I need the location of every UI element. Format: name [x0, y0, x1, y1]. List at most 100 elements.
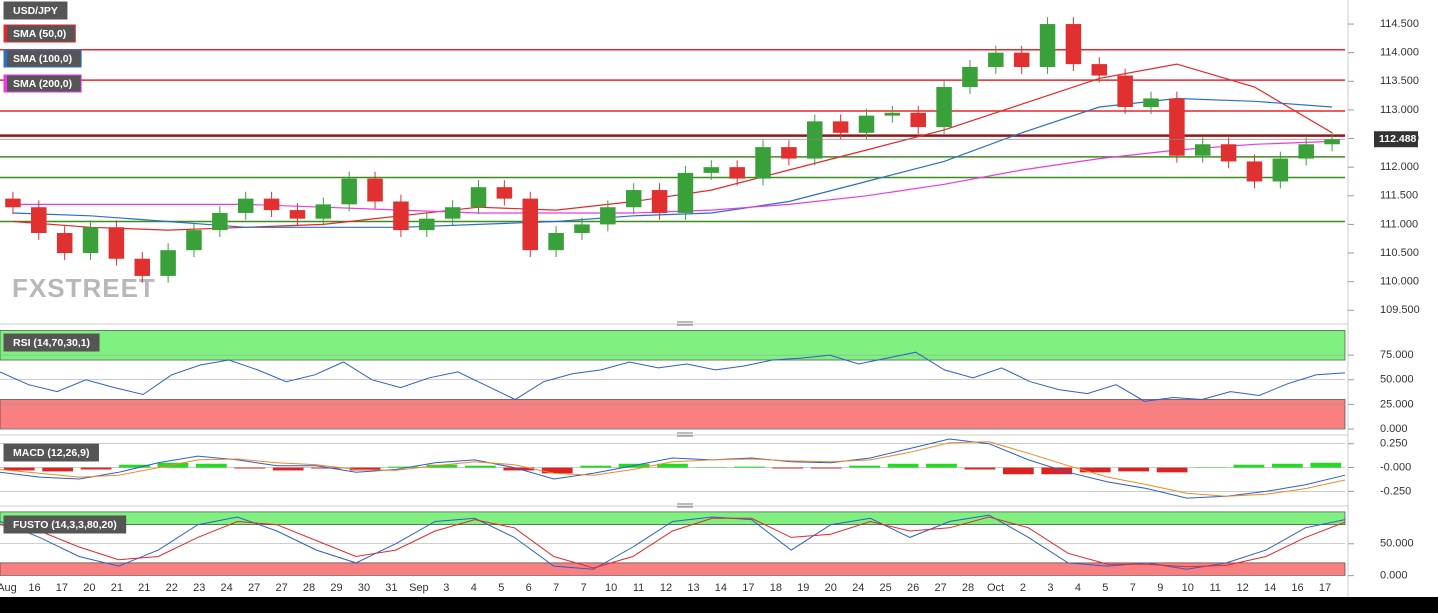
- candle-body: [988, 52, 1004, 67]
- y-tick-label: 110.500: [1380, 247, 1419, 259]
- x-tick-label: Sep: [409, 582, 429, 594]
- candle-body: [108, 227, 125, 259]
- histogram-bar: [80, 467, 112, 470]
- indicator-line: [0, 516, 1346, 569]
- indicator-label: RSI (14,70,30,1): [13, 337, 90, 349]
- histogram-bar: [1195, 467, 1226, 469]
- candle-body: [31, 207, 47, 233]
- candle-body: [1039, 24, 1056, 67]
- candle-body: [1169, 98, 1185, 156]
- x-tick-label: 4: [471, 582, 477, 594]
- candle-body: [625, 190, 642, 208]
- candle-body: [962, 66, 978, 88]
- x-tick-label: 17: [1319, 582, 1331, 594]
- histogram-bar: [1310, 462, 1342, 468]
- candle-body: [884, 112, 901, 116]
- y-tick-label: -0.000: [1380, 461, 1411, 473]
- candle-body: [82, 227, 99, 254]
- candle-body: [574, 224, 590, 233]
- x-tick-label: 28: [303, 582, 315, 594]
- candle-body: [393, 201, 409, 231]
- y-tick-label: 114.500: [1380, 18, 1419, 30]
- candle-body: [936, 87, 952, 128]
- candle-body: [263, 198, 280, 211]
- sma-line: [12, 97, 1333, 228]
- histogram-bar: [772, 467, 804, 469]
- candle-body: [1065, 24, 1082, 65]
- x-tick-label: 11: [633, 582, 644, 594]
- y-tick-label: 110.000: [1380, 276, 1419, 288]
- last-price-box: [1374, 131, 1418, 148]
- candle-body: [1091, 64, 1108, 76]
- candle-body: [444, 207, 461, 219]
- x-tick-label: 26: [907, 582, 919, 594]
- x-tick-label: 3: [443, 582, 449, 594]
- histogram-bar: [1271, 463, 1303, 468]
- indicator-label-box: [3, 333, 100, 352]
- candle-body: [522, 198, 538, 251]
- histogram-bar: [926, 463, 957, 468]
- histogram-bar: [1233, 464, 1265, 468]
- candle-body: [755, 147, 771, 179]
- histogram-bar: [119, 464, 150, 468]
- x-tick-label: 12: [660, 582, 672, 594]
- legend-entry: SMA (50,0): [13, 28, 66, 40]
- histogram-bar: [3, 467, 35, 471]
- candle-body: [677, 172, 694, 213]
- candle-body: [729, 167, 745, 179]
- y-tick-label: 0.000: [1380, 423, 1408, 435]
- x-tick-label: 24: [221, 582, 233, 594]
- histogram-bar: [1002, 467, 1034, 475]
- indicator-label: FUSTO (14,3,3,80,20): [13, 519, 117, 531]
- x-tick-label: 22: [166, 582, 178, 594]
- candle-body: [5, 198, 21, 208]
- resize-grip[interactable]: [677, 321, 693, 508]
- x-tick-label: 30: [358, 582, 370, 594]
- histogram-bar: [388, 466, 419, 468]
- x-tick-label: 27: [248, 582, 260, 594]
- x-tick-label: 6: [526, 582, 532, 594]
- candle-body: [1194, 144, 1211, 156]
- legend-entry-swatch: [4, 50, 7, 67]
- histogram-bar: [272, 467, 304, 471]
- candle-body: [1324, 139, 1340, 145]
- y-tick-label: 113.500: [1380, 75, 1419, 87]
- y-tick-label: 0.250: [1380, 438, 1408, 450]
- indicator-label-box: [3, 443, 99, 462]
- x-tick-label: 29: [330, 582, 342, 594]
- x-tick-label: 9: [1157, 582, 1163, 594]
- candle-body: [1143, 98, 1159, 108]
- x-tick-label: 21: [111, 582, 123, 594]
- candle-body: [807, 121, 823, 159]
- y-tick-label: 114.000: [1380, 47, 1419, 59]
- candle-body: [600, 207, 616, 225]
- y-tick-label: 111.000: [1380, 218, 1418, 230]
- x-tick-label: 14: [715, 582, 727, 594]
- candle-body: [651, 190, 668, 213]
- histogram-bar: [349, 467, 381, 471]
- histogram-bar: [964, 467, 996, 470]
- candle-body: [910, 112, 926, 128]
- candle-body: [315, 204, 332, 219]
- x-tick-label: 16: [28, 582, 40, 594]
- y-tick-label: 75.000: [1380, 349, 1414, 361]
- histogram-bar: [657, 463, 688, 468]
- y-tick-label: 112.000: [1380, 161, 1419, 173]
- candle-body: [1117, 75, 1133, 108]
- candle-body: [496, 187, 513, 199]
- x-tick-label: 12: [1237, 582, 1249, 594]
- histogram-bar: [810, 467, 842, 469]
- candle-body: [341, 178, 357, 205]
- symbol-label-box: [3, 1, 68, 20]
- candle-body: [419, 218, 435, 231]
- candle-body: [1246, 161, 1263, 182]
- zone: [0, 562, 1346, 576]
- histogram-bar: [311, 467, 343, 469]
- x-tick-label: 13: [687, 582, 699, 594]
- y-tick-label: 0.000: [1380, 570, 1408, 582]
- x-tick-label: 3: [1047, 582, 1053, 594]
- watermark: FXSTREET: [12, 273, 156, 303]
- x-tick-label: Oct: [987, 582, 1004, 594]
- x-tick-label: 10: [1182, 582, 1194, 594]
- candle-body: [1220, 144, 1237, 162]
